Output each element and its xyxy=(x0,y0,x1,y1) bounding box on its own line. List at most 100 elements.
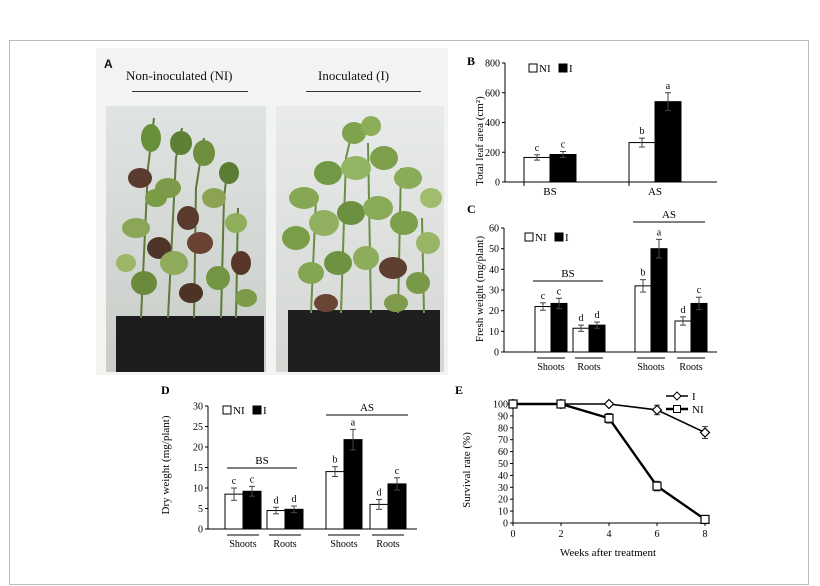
panel-e-series-ni-point xyxy=(556,399,566,409)
panel-e-legend-i-marker xyxy=(672,391,682,401)
panel-c-y-tick-label: 40 xyxy=(489,265,499,276)
panel-b-legend-label-i: I xyxy=(569,63,573,75)
panel-c-y-tick-label: 50 xyxy=(489,244,499,255)
panel-b-y-tick-label: 200 xyxy=(485,148,500,159)
panel-c-chart: C Fresh weight (mg/plant) 0 10 20 30 40 50 60 N… xyxy=(467,202,717,373)
panel-d-ni-sig-letter: d xyxy=(274,495,279,506)
panel-d-letter: D xyxy=(161,383,170,397)
panel-d-legend-swatch-ni xyxy=(222,405,232,415)
panel-e-y-tick-label: 10 xyxy=(498,507,508,518)
panel-b-ni-sig-letter: b xyxy=(640,126,645,137)
panel-d-ni-sig-letter: d xyxy=(377,487,382,498)
panel-e-letter: E xyxy=(455,383,463,397)
panel-e-legend-ni-marker xyxy=(673,405,681,413)
panel-b-ylabel: Total leaf area (cm²) xyxy=(474,96,486,186)
panel-c-y-tick-label: 0 xyxy=(494,348,499,359)
panel-d-i-bar xyxy=(242,490,262,530)
panel-e-x-tick-label: 0 xyxy=(511,529,516,540)
panel-e-series-ni-point xyxy=(700,514,710,525)
panel-c-y-tick-label: 10 xyxy=(489,327,499,338)
panel-e-y-tick-label: 100 xyxy=(493,400,508,411)
panel-e-y-tick-label: 70 xyxy=(498,435,508,446)
panel-c-ni-sig-letter: c xyxy=(541,291,546,302)
panel-e-y-tick-label: 60 xyxy=(498,447,508,458)
panel-e-y-tick-label: 0 xyxy=(503,519,508,530)
panel-b-ni-sig-letter: c xyxy=(535,143,540,154)
panel-d-legend-label-i: I xyxy=(263,405,267,417)
panel-b-category-label: AS xyxy=(648,186,662,198)
panel-c-tissue-label: Roots xyxy=(679,362,702,373)
panel-c-ylabel: Fresh weight (mg/plant) xyxy=(474,236,486,343)
panel-b-category-label: BS xyxy=(543,186,556,198)
panel-e-y-tick-label: 50 xyxy=(498,459,508,470)
panel-d-i-sig-letter: a xyxy=(351,417,356,428)
panel-b-i-sig-letter: c xyxy=(561,140,566,151)
panel-e-y-tick-label: 90 xyxy=(498,411,508,422)
panel-e-series-ni-point xyxy=(508,399,518,409)
panel-b-y-tick-label: 800 xyxy=(485,59,500,70)
panel-d-ni-sig-letter: b xyxy=(333,455,338,466)
panel-d-chart: D Dry weight (mg/plant) 0 5 10 15 20 25 30 NI Ic… xyxy=(160,383,417,550)
panel-b-ni-bar xyxy=(523,156,551,183)
panel-d-y-tick-label: 15 xyxy=(193,463,203,474)
panel-c-group-label: BS xyxy=(561,268,574,280)
panel-c-ni-sig-letter: d xyxy=(579,313,584,324)
panel-e-y-tick-label: 80 xyxy=(498,423,508,434)
panel-c-tissue-label: Shoots xyxy=(637,362,664,373)
panel-e-y-tick-label: 20 xyxy=(498,495,508,506)
panel-d-y-tick-label: 10 xyxy=(193,484,203,495)
panel-c-letter: C xyxy=(467,202,476,216)
panel-c-ni-bar xyxy=(634,285,652,353)
panel-e-series-i-point xyxy=(603,398,615,410)
panel-e-chart: E Survival rate (%) Weeks after treatmen… xyxy=(455,383,711,559)
panel-d-y-tick-label: 0 xyxy=(198,525,203,536)
panel-e-series-i-point xyxy=(651,404,663,416)
panel-b-i-sig-letter: a xyxy=(666,81,671,92)
panel-c-i-sig-letter: c xyxy=(557,286,562,297)
panel-b-i-bar xyxy=(654,101,682,183)
panel-c-tissue-label: Shoots xyxy=(537,362,564,373)
panel-d-i-sig-letter: c xyxy=(250,474,255,485)
panel-b-plot: 0 200 400 600 800 NI Ic c BS b a AS xyxy=(485,59,717,198)
panel-a-photos: A Non-inoculated (NI) Inoculated (I) xyxy=(96,48,448,375)
non-inoculated-label: Non-inoculated (NI) xyxy=(126,68,233,83)
panel-b-legend-label-ni: NI xyxy=(539,63,551,75)
panel-c-i-sig-letter: a xyxy=(657,227,662,238)
panel-c-ni-bar xyxy=(534,306,552,353)
panel-e-xlabel: Weeks after treatment xyxy=(560,547,656,559)
panel-d-i-sig-letter: c xyxy=(395,466,400,477)
panel-c-i-bar xyxy=(550,302,568,353)
panel-d-y-tick-label: 30 xyxy=(193,402,203,413)
panel-c-legend-label-i: I xyxy=(565,232,569,244)
panel-b-chart: B Total leaf area (cm²) 0 200 400 600 800 NI I… xyxy=(467,54,717,198)
inoculated-photo xyxy=(276,106,444,372)
panel-c-i-bar xyxy=(690,302,708,353)
panel-c-legend-swatch-i xyxy=(554,232,564,242)
panel-b-letter: B xyxy=(467,54,475,68)
panel-c-ni-sig-letter: d xyxy=(681,305,686,316)
panel-c-y-tick-label: 60 xyxy=(489,224,499,235)
panel-c-ni-bar xyxy=(674,320,692,353)
panel-e-series-ni-point xyxy=(652,481,662,491)
panel-b-ni-bar xyxy=(628,142,656,183)
inoculated-rule xyxy=(306,91,421,92)
panel-c-y-tick-label: 30 xyxy=(489,286,499,297)
panel-c-y-tick-label: 20 xyxy=(489,306,499,317)
non-inoculated-rule xyxy=(132,91,248,92)
panel-d-i-sig-letter: d xyxy=(292,494,297,505)
panel-d-y-tick-label: 5 xyxy=(198,504,203,515)
panel-d-i-bar xyxy=(343,439,363,530)
panel-e-ylabel: Survival rate (%) xyxy=(461,432,473,508)
non-inoculated-photo xyxy=(106,106,266,372)
panel-c-tissue-label: Roots xyxy=(577,362,600,373)
panel-c-i-bar xyxy=(650,248,668,353)
inoculated-label: Inoculated (I) xyxy=(318,68,390,83)
panel-d-tissue-label: Shoots xyxy=(330,539,357,550)
panel-d-group-label: BS xyxy=(255,455,268,467)
panel-e-legend-i-label: I xyxy=(692,391,696,403)
panel-d-y-tick-label: 25 xyxy=(193,422,203,433)
panel-e-y-tick-label: 30 xyxy=(498,483,508,494)
panel-c-ni-sig-letter: b xyxy=(641,268,646,279)
panel-b-legend-swatch-i xyxy=(558,63,568,73)
